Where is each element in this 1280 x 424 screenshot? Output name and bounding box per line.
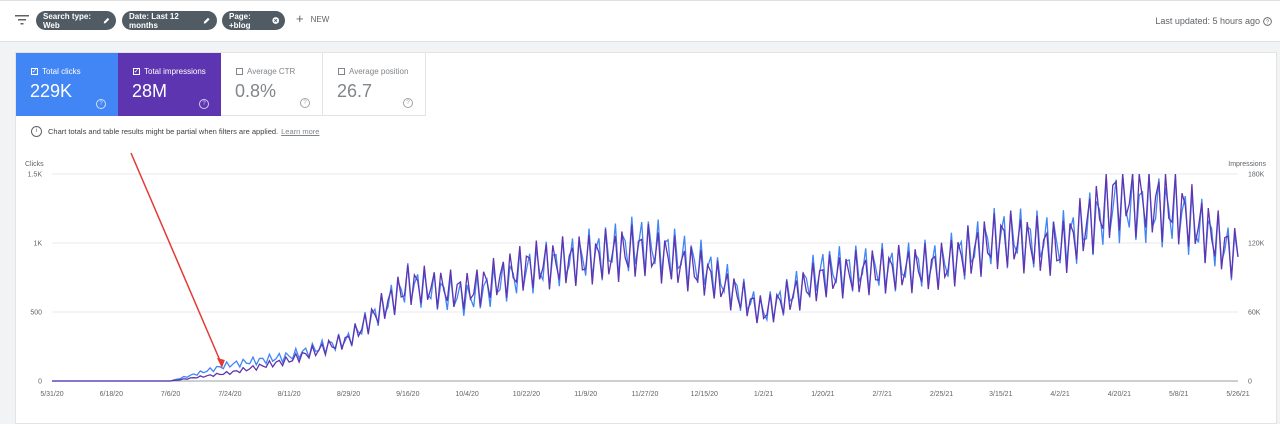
x-tick-label: 3/15/21 (989, 391, 1012, 398)
x-tick-label: 11/27/20 (632, 391, 659, 398)
last-updated: Last updated: 5 hours ago ? (1155, 16, 1272, 26)
x-tick-label: 6/18/20 (100, 391, 123, 398)
filter-chip-label: Date: Last 12 months (129, 11, 179, 30)
help-icon[interactable]: ? (403, 98, 413, 108)
y-left-tick-label: 500 (30, 310, 42, 317)
checkbox-unchecked-icon[interactable] (338, 68, 345, 75)
pencil-icon[interactable] (103, 16, 110, 25)
metric-total-clicks[interactable]: ✓ Total clicks 229K ? (16, 53, 118, 116)
pencil-icon[interactable] (203, 16, 211, 25)
metric-label: Average CTR (247, 67, 296, 76)
add-filter-label: NEW (310, 14, 330, 24)
checkbox-checked-icon[interactable]: ✓ (133, 68, 140, 75)
metric-value: 0.8% (235, 81, 277, 101)
y-right-axis-title: Impressions (1228, 161, 1266, 168)
x-tick-label: 1/20/21 (811, 391, 834, 398)
y-left-tick-label: 0 (38, 379, 42, 386)
x-tick-label: 2/7/21 (872, 391, 892, 398)
metric-label: Total clicks (42, 67, 81, 76)
y-left-tick-label: 1K (33, 241, 42, 248)
x-tick-label: 4/20/21 (1108, 391, 1131, 398)
help-icon[interactable]: ? (199, 99, 209, 109)
metric-label: Average position (349, 67, 409, 76)
annotation-arrowhead (216, 358, 225, 368)
svg-text:?: ? (1266, 19, 1270, 25)
metric-average-ctr[interactable]: Average CTR 0.8% ? (221, 53, 323, 116)
metric-label: Total impressions (144, 67, 206, 76)
info-icon: i (31, 126, 42, 137)
filter-chip-label: Page: +blog (229, 11, 251, 30)
series-line (52, 173, 1239, 382)
y-left-axis-title: Clicks (25, 161, 44, 168)
x-tick-label: 10/22/20 (513, 391, 540, 398)
metric-average-position[interactable]: Average position 26.7 ? (323, 53, 426, 116)
filter-chip-label: Search type: Web (43, 11, 92, 30)
y-left-tick-label: 1.5K (28, 172, 43, 179)
performance-chart: 0 0 500 60K 1K 120K 1.5K 180K Clicks Impressions 5… (25, 152, 1267, 398)
metric-value: 26.7 (337, 81, 373, 101)
x-tick-label: 9/16/20 (396, 391, 419, 398)
filter-chip-date[interactable]: Date: Last 12 months (122, 11, 217, 30)
filter-bar: Search type: Web Date: Last 12 months Pa… (0, 0, 1280, 42)
help-icon[interactable]: ? (1263, 16, 1272, 26)
filter-chip-search-type[interactable]: Search type: Web (36, 11, 116, 30)
filter-chip-page[interactable]: Page: +blog (222, 11, 285, 30)
performance-card: ✓ Total clicks 229K ? ✓ Total impressions … (15, 52, 1277, 424)
metric-total-impressions[interactable]: ✓ Total impressions 28M ? (118, 53, 221, 116)
x-tick-label: 1/2/21 (754, 391, 774, 398)
y-right-tick-label: 0 (1248, 379, 1252, 386)
x-tick-label: 5/8/21 (1169, 391, 1189, 398)
y-right-tick-label: 180K (1248, 172, 1265, 179)
x-tick-label: 11/9/20 (574, 391, 597, 398)
last-updated-text: Last updated: 5 hours ago (1155, 16, 1260, 26)
help-icon[interactable]: ? (300, 98, 310, 108)
y-right-tick-label: 60K (1248, 310, 1261, 317)
checkbox-unchecked-icon[interactable] (236, 68, 243, 75)
add-filter-button[interactable]: + NEW (296, 11, 330, 26)
x-tick-label: 10/4/20 (455, 391, 478, 398)
y-right-tick-label: 120K (1248, 241, 1265, 248)
x-tick-label: 5/26/21 (1226, 391, 1249, 398)
metric-value: 229K (30, 81, 73, 101)
close-circle-icon[interactable] (271, 16, 279, 25)
help-icon[interactable]: ? (96, 99, 106, 109)
notice-text: Chart totals and table results might be … (48, 127, 279, 136)
x-tick-label: 5/31/20 (40, 391, 63, 398)
filter-icon[interactable] (14, 13, 30, 27)
checkbox-checked-icon[interactable]: ✓ (31, 68, 38, 75)
x-tick-label: 12/15/20 (691, 391, 718, 398)
partial-data-notice: i Chart totals and table results might b… (31, 126, 319, 137)
x-tick-label: 8/29/20 (337, 391, 360, 398)
x-tick-label: 7/24/20 (218, 391, 241, 398)
learn-more-link[interactable]: Learn more (281, 127, 320, 136)
metric-value: 28M (132, 81, 168, 101)
x-tick-label: 4/2/21 (1050, 391, 1070, 398)
annotation-arrow (130, 152, 223, 366)
x-tick-label: 8/11/20 (278, 391, 301, 398)
plus-icon: + (296, 11, 304, 26)
x-tick-label: 7/6/20 (161, 391, 181, 398)
x-tick-label: 2/25/21 (930, 391, 953, 398)
series-line (52, 173, 1239, 382)
